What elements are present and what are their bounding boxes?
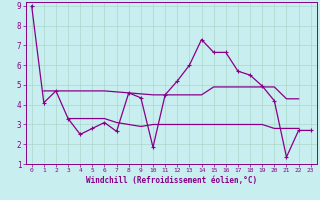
X-axis label: Windchill (Refroidissement éolien,°C): Windchill (Refroidissement éolien,°C) — [86, 176, 257, 185]
